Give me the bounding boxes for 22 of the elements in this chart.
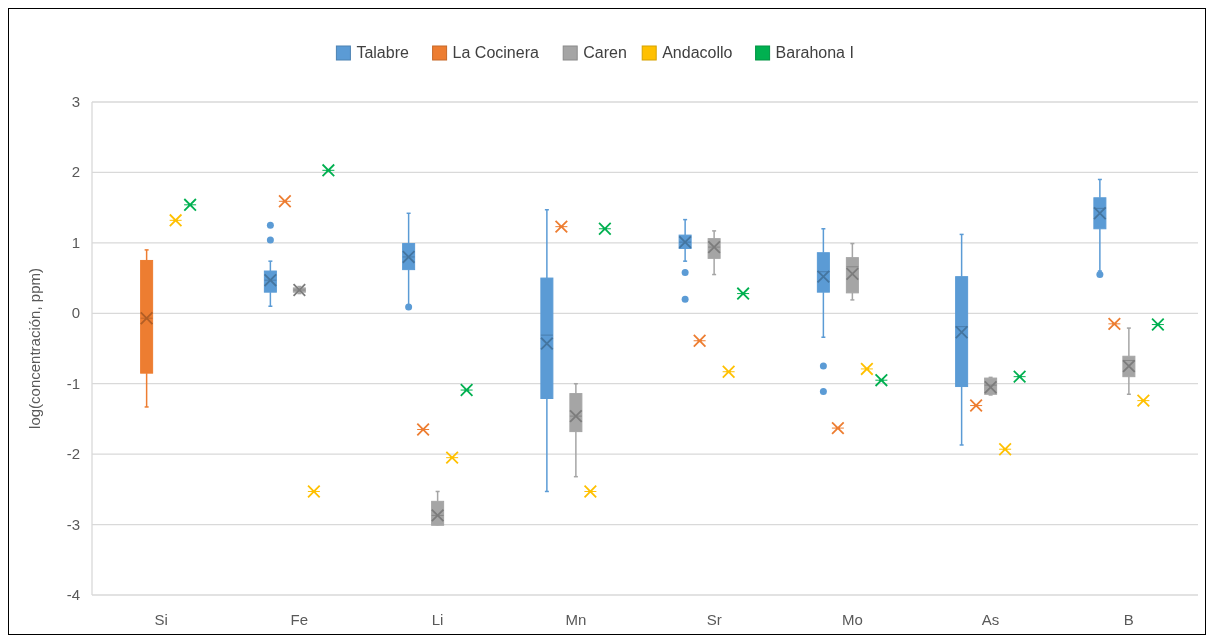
y-axis-title: log(concentración, ppm) bbox=[26, 268, 43, 429]
legend-label: Andacollo bbox=[662, 44, 733, 61]
y-tick-label: -1 bbox=[66, 374, 80, 392]
x-tick-label: Fe bbox=[290, 611, 309, 628]
legend-label: Talabre bbox=[356, 44, 409, 61]
x-tick-label: Si bbox=[154, 611, 168, 628]
y-tick-label: 3 bbox=[71, 93, 80, 110]
y-tick-label: 2 bbox=[71, 163, 80, 181]
x-tick-label: Sr bbox=[706, 611, 722, 628]
y-tick-label: -4 bbox=[66, 586, 80, 603]
legend-label: Barahona I bbox=[775, 44, 854, 61]
y-tick-label: 1 bbox=[71, 233, 80, 251]
y-tick-label: -3 bbox=[66, 515, 80, 533]
x-tick-label: Mn bbox=[565, 611, 587, 628]
x-tick-label: Li bbox=[431, 611, 444, 628]
x-tick-label: B bbox=[1123, 611, 1134, 628]
legend-label: Caren bbox=[583, 44, 627, 61]
legend-label: La Cocinera bbox=[452, 44, 539, 61]
y-tick-label: 0 bbox=[71, 304, 80, 322]
x-tick-label: Mo bbox=[841, 611, 863, 628]
y-tick-label: -2 bbox=[66, 445, 80, 463]
x-tick-label: As bbox=[981, 611, 1000, 628]
